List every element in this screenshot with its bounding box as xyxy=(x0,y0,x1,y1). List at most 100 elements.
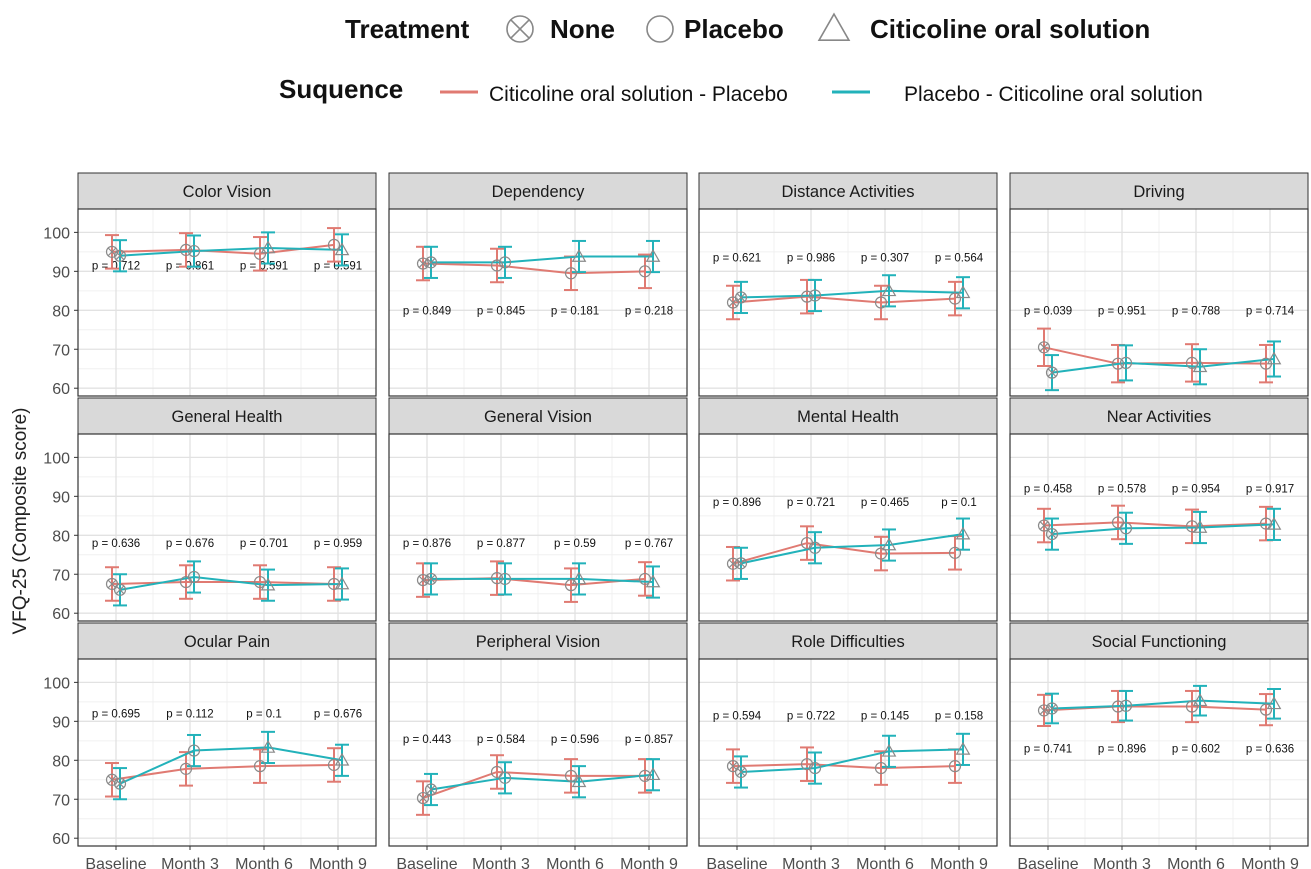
panel-border xyxy=(77,433,377,622)
data-point xyxy=(334,576,350,590)
series-line xyxy=(119,746,343,785)
x-tick-label: Month 9 xyxy=(1241,856,1299,869)
x-tick-label: Month 9 xyxy=(930,856,988,869)
legend-treatment-label: Citicoline oral solution xyxy=(870,14,1150,44)
data-point xyxy=(808,289,822,302)
x-tick-label: Month 3 xyxy=(782,856,840,869)
data-point xyxy=(1266,696,1282,710)
data-point xyxy=(948,546,962,559)
data-point xyxy=(571,774,587,788)
facet-panel: Peripheral Vision Baseline Month 3 Month 6 M… xyxy=(388,622,688,869)
y-tick-label: 100 xyxy=(43,225,70,242)
data-point xyxy=(955,741,971,755)
p-value-label: p = 0.845 xyxy=(477,305,525,317)
x-tick-label: Month 3 xyxy=(161,856,219,869)
data-point xyxy=(1119,699,1133,712)
series-line xyxy=(732,763,956,770)
x-tick-label: Month 6 xyxy=(235,856,293,869)
legend-treatment-label: None xyxy=(550,14,615,44)
panel-border xyxy=(698,433,998,622)
facet-panel: Distance Activities p = 0.621 p = 0.986 p =… xyxy=(698,172,998,397)
data-point xyxy=(327,238,341,251)
y-tick-label: 90 xyxy=(52,489,70,506)
facet-title: Driving xyxy=(1133,183,1184,201)
series-line xyxy=(119,246,343,257)
p-value-label: p = 0.578 xyxy=(1098,484,1146,496)
p-value-label: p = 0.158 xyxy=(935,710,983,722)
p-value-label: p = 0.876 xyxy=(403,538,451,550)
data-point xyxy=(498,771,512,784)
y-tick-label: 70 xyxy=(52,792,70,809)
data-point xyxy=(1185,356,1199,369)
data-point xyxy=(334,752,350,766)
panel-border xyxy=(1009,658,1309,847)
data-point xyxy=(1045,366,1059,379)
facet-strip xyxy=(1009,622,1309,660)
facet-title: General Health xyxy=(172,408,283,426)
data-point xyxy=(416,791,430,805)
facet-panel: Ocular Pain 60 70 80 90 100 Baseline Month 3 Mon… xyxy=(43,622,377,869)
p-value-label: p = 0.896 xyxy=(713,497,761,509)
facet-title: Dependency xyxy=(492,183,585,201)
facet-panel: Role Difficulties Baseline Month 3 Month 6 M… xyxy=(698,622,998,869)
data-point xyxy=(105,773,119,786)
series-line xyxy=(732,542,956,565)
data-point xyxy=(734,557,748,570)
data-point xyxy=(179,243,193,257)
data-point xyxy=(498,256,512,269)
data-point xyxy=(571,248,587,262)
data-point xyxy=(1119,356,1133,369)
data-point xyxy=(113,583,127,596)
x-tick-label: Baseline xyxy=(396,856,457,869)
p-value-label: p = 0.714 xyxy=(1246,305,1295,317)
series-line xyxy=(740,289,964,299)
legend-sequence-title: Suquence xyxy=(279,74,403,104)
data-point xyxy=(800,290,814,303)
data-point xyxy=(1185,700,1199,713)
facet-panel: Near Activities p = 0.458 p = 0.578 p = 0.9… xyxy=(1009,397,1309,622)
facet-panel: Mental Health p = 0.896 p = 0.721 p = 0.465… xyxy=(698,397,998,622)
y-tick-label: 60 xyxy=(52,606,70,623)
p-value-label: p = 0.701 xyxy=(240,538,288,550)
data-point xyxy=(726,760,740,773)
data-point-stroke xyxy=(418,793,428,803)
x-tick-label: Month 3 xyxy=(472,856,530,869)
data-point xyxy=(179,762,193,775)
p-value-label: p = 0.458 xyxy=(1024,484,1072,496)
data-point-stroke xyxy=(1039,343,1049,352)
panel-border xyxy=(698,658,998,847)
y-tick-label: 80 xyxy=(52,753,70,770)
data-point-stroke xyxy=(107,247,117,257)
data-point xyxy=(334,242,350,256)
x-tick-label: Month 3 xyxy=(1093,856,1151,869)
facet-strip xyxy=(698,172,998,210)
p-value-label: p = 0.602 xyxy=(1172,744,1220,756)
data-point xyxy=(800,758,814,771)
series-line xyxy=(1043,705,1267,712)
data-point xyxy=(734,765,748,779)
data-point xyxy=(424,783,438,796)
data-point xyxy=(645,248,661,262)
data-point xyxy=(808,761,822,775)
series-line xyxy=(740,748,964,773)
y-tick-label: 90 xyxy=(52,714,70,731)
facet-title: Ocular Pain xyxy=(184,633,270,651)
y-tick-label: 80 xyxy=(52,528,70,545)
data-point xyxy=(874,761,888,775)
data-point xyxy=(874,296,888,309)
facet-strip xyxy=(388,397,688,435)
p-value-label: p = 0.712 xyxy=(92,260,140,272)
p-value-label: p = 0.857 xyxy=(625,734,673,746)
data-point xyxy=(1192,519,1208,533)
p-value-label: p = 0.695 xyxy=(92,709,140,721)
series-line xyxy=(1051,699,1275,710)
facet-title: Social Functioning xyxy=(1092,633,1227,651)
facet-strip xyxy=(77,172,377,210)
data-point xyxy=(734,291,748,304)
data-point xyxy=(1045,702,1059,715)
data-point-stroke xyxy=(107,775,117,785)
facet-title: Mental Health xyxy=(797,408,899,426)
p-value-label: p = 0.145 xyxy=(861,710,909,722)
facet-panel: Dependency p = 0.849 p = 0.845 p = 0.181 p =… xyxy=(388,172,688,397)
y-axis-label: VFQ-25 (Composite score) xyxy=(10,407,31,634)
